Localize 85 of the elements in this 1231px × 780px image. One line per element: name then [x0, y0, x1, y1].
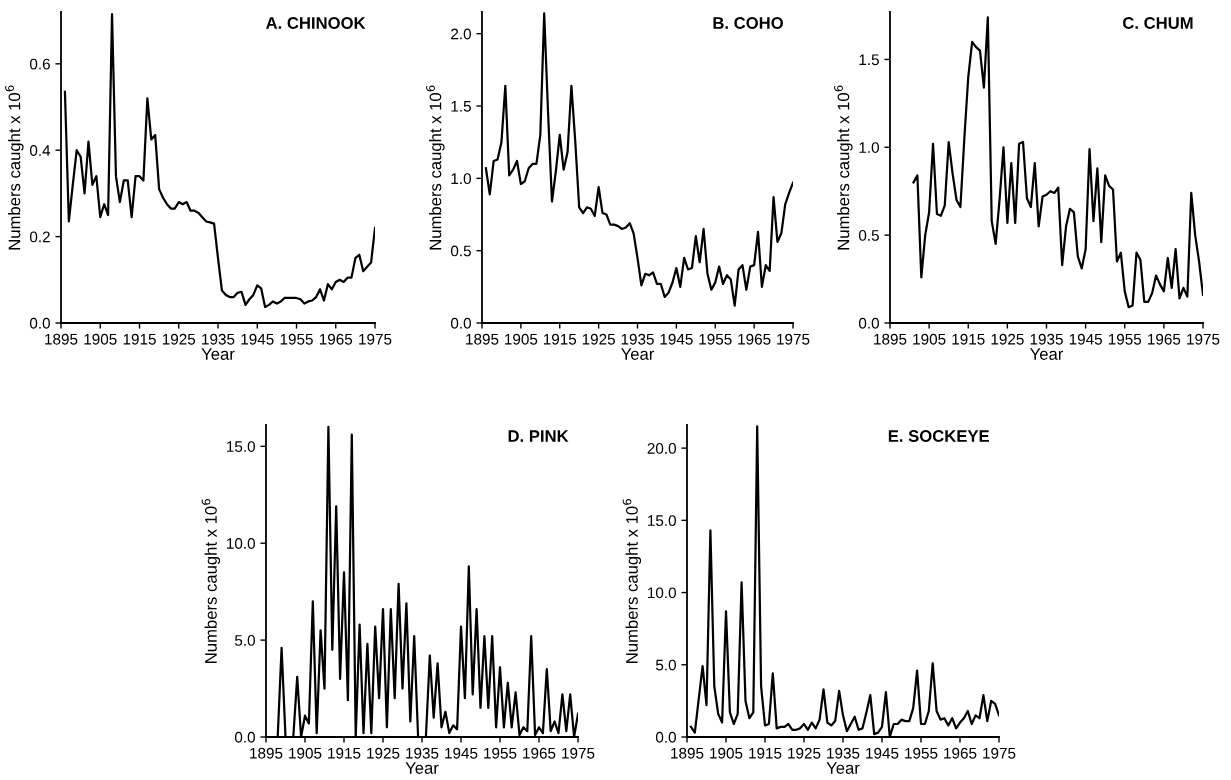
x-tick-label: 1915 — [749, 747, 782, 759]
y-tick-label: 10.0 — [227, 538, 255, 549]
x-tick-label: 1925 — [788, 747, 821, 759]
chart-title: E. SOCKEYE — [888, 430, 989, 442]
x-tick-label: 1905 — [289, 747, 322, 759]
chart-title: C. CHUM — [1123, 17, 1193, 29]
x-tick-label: 1915 — [952, 333, 985, 345]
y-tick-label: 0.0 — [234, 731, 255, 743]
y-axis-title: Numbers caught x 10$^{6}$ — [201, 498, 221, 663]
x-tick-label: 1955 — [280, 333, 313, 345]
y-tick-label: 1.0 — [859, 142, 879, 153]
y-tick-label: 1.5 — [451, 101, 471, 112]
x-tick-label: 1905 — [84, 333, 117, 345]
line-series — [63, 13, 375, 309]
x-tick-label: 1975 — [562, 747, 595, 759]
x-tick-label: 1945 — [866, 747, 899, 759]
x-tick-label: 1895 — [671, 747, 704, 759]
y-axis-title: Numbers caught x 10$^{6}$ — [5, 85, 24, 250]
x-tick-label: 1955 — [905, 747, 938, 759]
x-tick-label: 1925 — [991, 333, 1024, 345]
line-series — [484, 12, 793, 307]
x-tick-label: 1925 — [162, 333, 196, 345]
y-tick-label: 0.0 — [450, 317, 471, 329]
x-tick-label: 1955 — [699, 333, 732, 345]
y-tick-label: 0.0 — [655, 731, 676, 743]
y-tick-label: 0.6 — [29, 58, 50, 70]
y-tick-label: 1.0 — [451, 173, 471, 185]
x-tick-label: 1955 — [1108, 333, 1142, 345]
x-tick-label: 1975 — [1187, 333, 1220, 345]
x-tick-label: 1975 — [983, 747, 1016, 759]
x-tick-label: 1925 — [367, 747, 400, 759]
y-tick-label: 0.0 — [858, 317, 879, 329]
x-tick-label: 1955 — [484, 747, 517, 759]
chart-title: D. PINK — [508, 430, 569, 442]
x-tick-label: 1905 — [505, 333, 538, 345]
y-tick-label: 0.4 — [29, 145, 51, 156]
x-tick-label: 1965 — [523, 747, 556, 759]
x-tick-label: 1975 — [777, 333, 810, 345]
x-tick-label: 1945 — [445, 747, 478, 759]
y-tick-label: 15.0 — [648, 515, 676, 527]
y-axis-title: Numbers caught x 10$^{6}$ — [426, 85, 445, 250]
y-tick-label: 10.0 — [648, 587, 676, 599]
x-tick-label: 1945 — [1069, 333, 1102, 345]
x-tick-label: 1965 — [1148, 333, 1181, 345]
x-tick-label: 1915 — [123, 333, 156, 345]
x-axis-title: Year — [621, 348, 655, 360]
x-tick-label: 1975 — [359, 333, 392, 345]
x-axis-title: Year — [201, 348, 235, 360]
y-axis-title: Numbers caught x 10$^{6}$ — [622, 498, 642, 663]
x-axis-title: Year — [1030, 348, 1064, 360]
y-tick-label: 5.0 — [234, 634, 255, 646]
y-tick-label: 0.5 — [858, 230, 879, 241]
chart-title: B. COHO — [713, 17, 783, 29]
x-tick-label: 1965 — [738, 333, 771, 345]
x-tick-label: 1935 — [202, 333, 235, 345]
x-tick-label: 1895 — [250, 747, 283, 759]
x-tick-label: 1895 — [45, 333, 78, 345]
y-axis-title: Numbers caught x 10$^{6}$ — [834, 85, 853, 250]
y-tick-label: 0.0 — [29, 317, 50, 329]
x-tick-label: 1925 — [582, 333, 615, 345]
x-tick-label: 1915 — [543, 333, 577, 345]
y-tick-label: 2.0 — [451, 28, 471, 40]
x-axis-title: Year — [826, 762, 860, 774]
line-series — [912, 16, 1203, 309]
y-tick-label: 15.0 — [227, 441, 255, 452]
y-tick-label: 20.0 — [647, 442, 676, 454]
x-tick-label: 1895 — [874, 333, 907, 345]
x-tick-label: 1965 — [944, 747, 977, 759]
x-tick-label: 1945 — [241, 333, 274, 345]
x-tick-label: 1905 — [710, 747, 743, 759]
x-tick-label: 1965 — [319, 333, 353, 345]
y-tick-label: 0.5 — [450, 245, 471, 257]
x-tick-label: 1935 — [827, 747, 860, 759]
x-tick-label: 1935 — [621, 333, 654, 345]
x-tick-label: 1935 — [406, 747, 439, 759]
x-tick-label: 1895 — [466, 333, 499, 345]
x-tick-label: 1905 — [913, 333, 946, 345]
x-tick-label: 1915 — [328, 747, 361, 759]
y-tick-label: 0.2 — [29, 231, 50, 243]
x-tick-label: 1935 — [1030, 333, 1063, 345]
x-tick-label: 1945 — [660, 333, 693, 345]
y-tick-label: 1.5 — [859, 54, 879, 66]
chart-title: A. CHINOOK — [265, 17, 366, 29]
x-axis-title: Year — [405, 762, 439, 774]
y-tick-label: 5.0 — [655, 659, 676, 671]
